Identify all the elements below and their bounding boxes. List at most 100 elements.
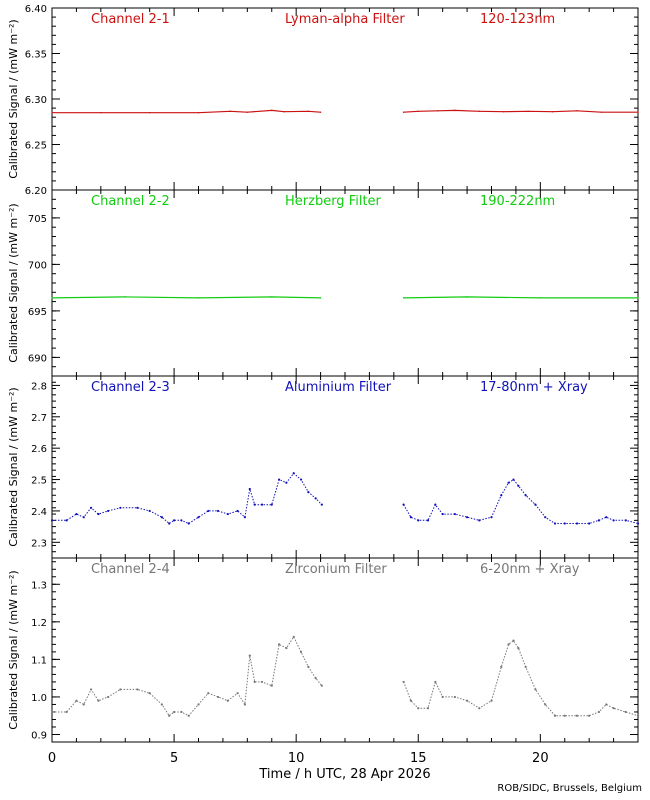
data-point xyxy=(490,699,493,702)
data-point xyxy=(246,111,249,113)
data-point xyxy=(82,516,85,519)
data-point xyxy=(172,519,176,522)
data-point xyxy=(160,703,163,706)
data-point xyxy=(637,111,639,113)
data-point xyxy=(229,110,231,112)
y-tick-label: 695 xyxy=(28,307,47,318)
band-label: 190-222nm xyxy=(480,194,555,209)
y-tick-label: 1.0 xyxy=(31,693,47,704)
data-point xyxy=(605,703,608,706)
panel-frame xyxy=(51,189,639,377)
data-point xyxy=(597,519,601,522)
data-point xyxy=(292,635,295,638)
data-point xyxy=(320,503,323,506)
data-point xyxy=(226,699,229,702)
data-point xyxy=(478,110,480,112)
data-point xyxy=(180,519,183,522)
data-point xyxy=(187,522,190,525)
data-point xyxy=(417,519,420,522)
y-tick-label: 2.5 xyxy=(31,476,47,487)
data-point xyxy=(285,647,288,650)
data-point xyxy=(478,707,481,710)
data-point xyxy=(588,714,591,717)
data-point xyxy=(107,695,110,699)
data-point xyxy=(453,512,456,516)
y-axis-label: Calibrated Signal / (mW m⁻²) xyxy=(7,570,20,729)
data-point xyxy=(524,665,527,668)
panel-frame xyxy=(51,7,639,191)
data-point xyxy=(168,522,171,525)
data-point xyxy=(512,639,515,642)
data-point xyxy=(454,109,456,112)
data-point xyxy=(575,522,579,525)
data-point xyxy=(236,509,239,513)
data-point xyxy=(253,503,256,506)
data-point xyxy=(512,478,515,481)
data-point xyxy=(82,703,85,706)
data-point xyxy=(100,111,102,114)
channel-label: Channel 2-4 xyxy=(91,562,170,577)
data-point xyxy=(97,699,100,702)
data-point xyxy=(292,472,295,475)
data-point xyxy=(605,516,608,519)
data-point xyxy=(119,688,122,691)
data-point xyxy=(271,296,273,298)
y-tick-label: 0.9 xyxy=(31,730,47,741)
data-point xyxy=(417,707,420,710)
credit-text: ROB/SIDC, Brussels, Belgium xyxy=(497,783,642,794)
panel-1: 6.20 6.25 6.30 6.35 6.40 Calibrated Signal / … xyxy=(7,4,639,197)
data-point xyxy=(75,699,78,702)
data-point xyxy=(148,692,151,695)
data-point xyxy=(575,714,579,717)
data-point xyxy=(600,111,603,113)
series-2 xyxy=(51,296,639,299)
data-point xyxy=(524,494,527,497)
data-point xyxy=(441,695,444,699)
data-point xyxy=(500,494,503,497)
band-label: 120-123nm xyxy=(480,12,555,27)
data-point xyxy=(465,516,469,519)
data-point xyxy=(517,484,520,487)
data-point xyxy=(319,111,322,113)
data-point xyxy=(236,692,239,695)
y-tick-label: 1.3 xyxy=(31,580,47,591)
channel-label: Channel 2-3 xyxy=(91,380,170,395)
data-point xyxy=(136,688,139,691)
data-point xyxy=(168,714,171,717)
data-point xyxy=(402,297,405,299)
x-tick-label: 5 xyxy=(170,751,178,766)
series-trace-segment-2 xyxy=(403,639,639,717)
data-point xyxy=(307,491,310,494)
data-point xyxy=(465,699,469,702)
x-axis-title: Time / h UTC, 28 Apr 2026 xyxy=(258,767,430,782)
data-point xyxy=(507,643,510,646)
data-point xyxy=(612,707,615,710)
y-tick-label: 6.30 xyxy=(25,95,47,106)
data-point xyxy=(197,297,200,299)
data-point xyxy=(119,506,122,509)
data-point xyxy=(426,707,430,710)
data-point xyxy=(637,297,639,299)
filter-label: Lyman-alpha Filter xyxy=(285,12,405,27)
data-point xyxy=(563,522,566,525)
x-axis: 0 5 10 15 20 xyxy=(48,751,549,766)
data-point xyxy=(402,503,405,506)
data-point xyxy=(624,710,627,714)
data-point xyxy=(187,714,190,717)
data-point xyxy=(216,509,220,513)
y-tick-label: 2.3 xyxy=(31,538,47,549)
y-tick-label: 6.20 xyxy=(25,186,47,197)
panel-2: 690 695 700 705 Calibrated Signal / (mW m⁻²)… xyxy=(7,189,639,377)
data-point xyxy=(636,522,640,525)
data-point xyxy=(539,297,542,299)
data-point xyxy=(544,516,547,519)
data-point xyxy=(180,710,183,714)
data-point xyxy=(534,688,537,691)
data-point xyxy=(426,519,430,522)
data-point xyxy=(553,522,557,525)
data-point xyxy=(527,110,529,112)
data-point xyxy=(544,703,547,706)
y-tick-label: 700 xyxy=(28,260,47,271)
data-point xyxy=(507,481,510,484)
